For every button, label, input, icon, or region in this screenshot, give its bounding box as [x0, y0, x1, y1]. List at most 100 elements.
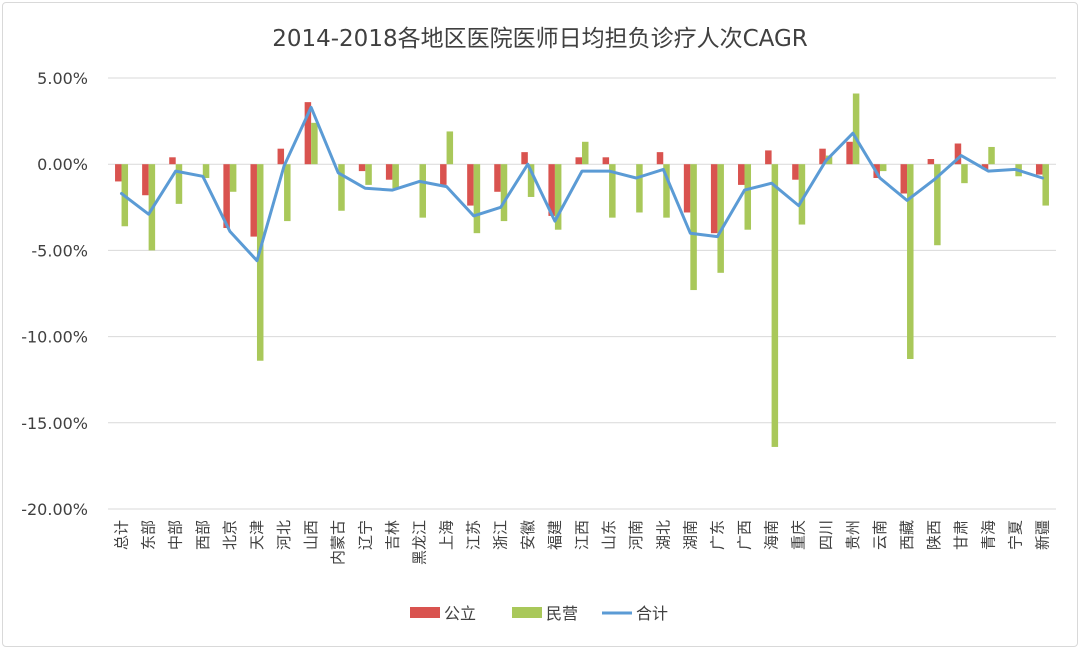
x-tick-label: 宁夏: [1006, 520, 1024, 550]
x-tick-label: 安徽: [519, 520, 537, 550]
x-tick-label: 黑龙江: [411, 520, 429, 565]
x-tick-label: 山西: [302, 520, 320, 550]
bar-private: [202, 164, 210, 178]
bar-private: [690, 164, 697, 291]
x-tick-label: 湖南: [681, 520, 699, 550]
x-tick-label: 湖北: [654, 520, 672, 550]
bar-public: [548, 164, 555, 216]
bar-public: [900, 164, 908, 194]
bar-private: [419, 164, 426, 218]
bar-public: [575, 157, 582, 165]
bar-public: [602, 157, 610, 165]
bar-private: [500, 164, 508, 222]
bar-private: [907, 164, 914, 360]
x-tick-label: 江苏: [465, 520, 483, 550]
x-tick-label: 北京: [221, 520, 239, 550]
x-tick-label: 中部: [167, 520, 185, 550]
x-tick-label: 河北: [275, 520, 293, 550]
bar-private: [717, 164, 724, 273]
x-tick-label: 陕西: [925, 520, 943, 550]
chart-title: 2014-2018各地区医院医师日均担负诊疗人次CAGR: [272, 26, 808, 52]
x-tick-label: 河南: [627, 520, 645, 550]
bar-private: [311, 122, 318, 165]
bar-private: [934, 164, 941, 246]
bar-public: [954, 143, 962, 165]
bar-private: [1042, 164, 1049, 206]
x-axis-ticks: 总计 东部 中部 西部 北京 天津 河北 山西 内蒙古 辽宁 吉林 黑龙江 上海 江苏 浙江 安徽 福建 江西 山东…: [113, 520, 1052, 565]
x-tick-label: 上海: [438, 520, 456, 550]
x-tick-label: 吉林: [383, 520, 401, 550]
bar-public: [765, 150, 772, 165]
bar-public: [115, 164, 122, 182]
bar-public: [656, 152, 664, 165]
bar-public: [683, 164, 691, 213]
bar-public: [169, 157, 176, 165]
x-tick-label: 云南: [871, 520, 889, 550]
bar-public: [358, 164, 366, 172]
bar-public: [223, 164, 230, 228]
bar-private: [284, 164, 291, 222]
bar-private: [229, 164, 237, 192]
bar-private: [582, 141, 589, 165]
bar-private: [988, 146, 995, 165]
x-tick-label: 四川: [817, 520, 835, 550]
y-tick-label: -15.00%: [21, 414, 88, 433]
x-tick-label: 甘肃: [952, 520, 970, 550]
x-tick-label: 重庆: [790, 520, 808, 550]
bar-private: [663, 164, 670, 218]
bar-public: [521, 152, 528, 165]
bar-private: [852, 93, 860, 165]
x-tick-label: 辽宁: [356, 520, 374, 550]
bar-private: [961, 164, 968, 184]
bar-private: [365, 164, 372, 185]
bar-public: [1035, 164, 1043, 175]
legend-swatch-public: [410, 607, 440, 618]
x-tick-label: 海南: [763, 520, 781, 550]
bar-public: [440, 164, 447, 185]
bar-public: [846, 141, 853, 165]
x-tick-label: 内蒙古: [329, 520, 347, 565]
bar-public: [738, 164, 745, 185]
bar-private: [392, 164, 399, 189]
bar-public: [277, 148, 285, 165]
legend-label: 合计: [636, 604, 668, 623]
bar-public: [819, 148, 826, 165]
bars: [115, 93, 1049, 447]
x-tick-label: 浙江: [492, 520, 510, 550]
legend-label: 公立: [444, 604, 476, 623]
legend: 公立 民营 合计: [410, 604, 668, 623]
bar-public: [927, 159, 935, 165]
bar-private: [175, 164, 183, 204]
x-tick-label: 天津: [248, 520, 266, 550]
x-tick-label: 西部: [194, 520, 212, 550]
bar-private: [609, 164, 616, 218]
bar-private: [256, 164, 264, 361]
x-tick-label: 东部: [140, 520, 158, 550]
x-tick-label: 青海: [979, 520, 997, 550]
y-tick-label: -10.00%: [21, 328, 88, 347]
bar-public: [981, 164, 989, 170]
bar-private: [744, 164, 752, 230]
bar-public: [467, 164, 474, 206]
bar-public: [250, 164, 257, 237]
bar-public: [710, 164, 718, 234]
bar-private: [825, 155, 833, 165]
y-tick-label: -5.00%: [31, 241, 88, 260]
y-tick-label: 5.00%: [37, 69, 88, 88]
bar-private: [636, 164, 643, 213]
bar-private: [446, 131, 454, 165]
legend-label: 民营: [546, 604, 578, 623]
bar-private: [473, 164, 481, 234]
total-line: [120, 105, 1044, 263]
x-tick-label: 西藏: [898, 520, 916, 550]
x-tick-label: 总计: [113, 520, 131, 550]
bar-private: [527, 164, 535, 197]
bar-public: [494, 164, 501, 192]
x-tick-label: 山东: [600, 520, 618, 550]
legend-swatch-private: [512, 607, 542, 618]
x-tick-label: 新疆: [1034, 520, 1052, 550]
x-tick-label: 广西: [736, 520, 754, 550]
bar-public: [385, 164, 393, 180]
x-tick-label: 广东: [708, 520, 726, 550]
